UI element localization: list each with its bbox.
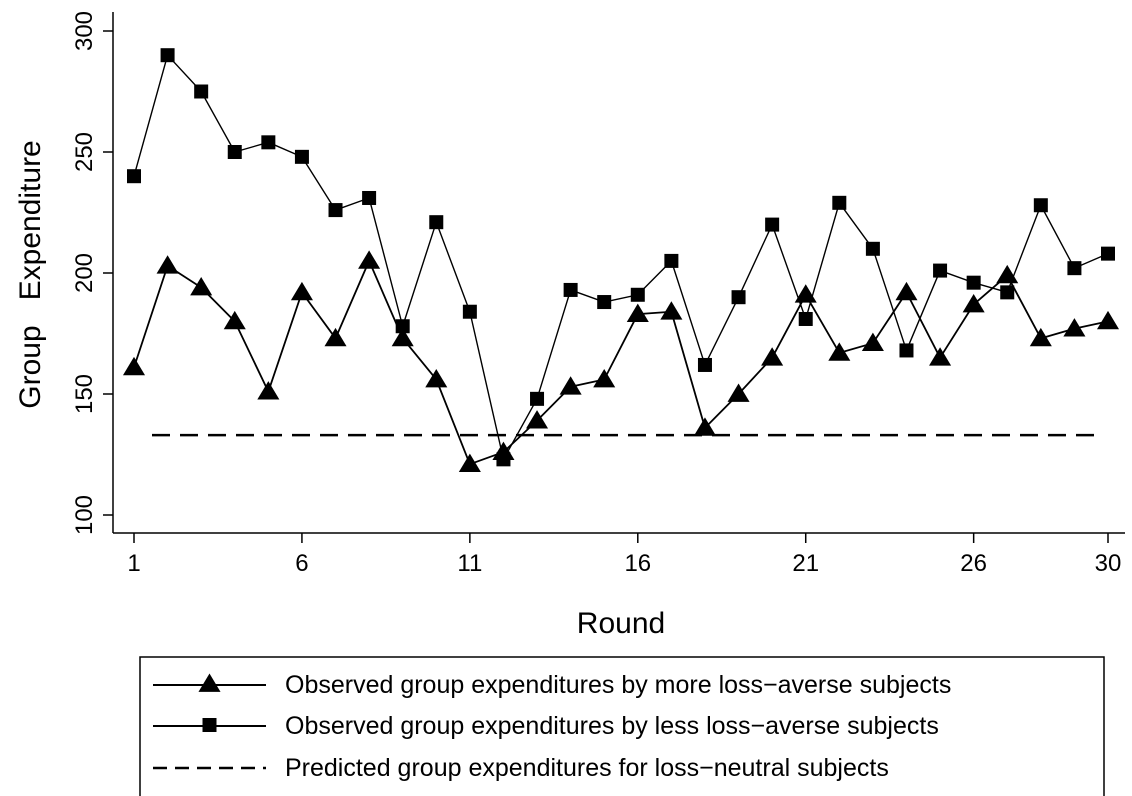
data-triangle-point: [458, 453, 481, 473]
data-square-point: [429, 215, 444, 230]
data-triangle-point: [425, 368, 448, 388]
data-square-point: [966, 275, 981, 290]
data-square-point: [395, 319, 410, 334]
data-square-point: [160, 48, 175, 63]
data-triangle-point: [660, 301, 683, 320]
data-triangle-point: [122, 356, 146, 376]
data-triangle-point: [190, 277, 213, 296]
x-tick-label: 11: [457, 550, 482, 577]
data-square-point: [933, 263, 948, 278]
data-square-point: [496, 452, 511, 467]
data-triangle-point: [929, 347, 952, 366]
data-triangle-point: [727, 383, 750, 402]
data-square-point: [194, 84, 209, 99]
y-tick-label: 200: [71, 253, 98, 293]
data-triangle-point: [223, 310, 246, 330]
legend-box: [139, 656, 1105, 796]
data-square-point: [1000, 285, 1015, 300]
data-square-point: [1067, 261, 1082, 276]
data-square-point: [765, 217, 780, 232]
data-square-point: [530, 391, 545, 406]
data-triangle-point: [559, 376, 582, 395]
data-square-point: [798, 311, 813, 326]
x-tick-label: 1: [127, 550, 140, 577]
data-triangle-point: [828, 342, 851, 361]
data-square-point: [832, 195, 847, 210]
x-tick-label: 21: [792, 550, 819, 577]
data-triangle-point: [324, 327, 347, 347]
legend-triangle-point: [198, 673, 221, 692]
plot-marks: [122, 48, 1120, 473]
data-square-point: [328, 203, 343, 218]
data-triangle-point: [526, 410, 549, 429]
series-line: [133, 54, 1109, 461]
x-tick-label: 30: [1095, 550, 1122, 577]
series-2: [127, 48, 1115, 467]
data-triangle-point: [1029, 327, 1052, 347]
x-tick-label: 16: [624, 550, 651, 577]
series-line: [133, 259, 1109, 466]
data-square-point: [597, 295, 612, 310]
data-triangle-point: [1096, 310, 1120, 330]
data-square-point: [227, 145, 242, 159]
data-triangle-point: [895, 281, 918, 301]
data-square-point: [294, 149, 309, 164]
data-triangle-point: [593, 368, 616, 388]
data-triangle-point: [391, 327, 414, 347]
data-triangle-point: [156, 255, 179, 274]
data-triangle-point: [358, 250, 381, 269]
legend-label: Predicted group expenditures for loss−ne…: [285, 754, 889, 782]
data-triangle-point: [861, 332, 884, 352]
data-square-point: [462, 304, 477, 319]
data-square-point: [261, 135, 276, 150]
data-triangle-point: [962, 293, 985, 313]
legend-label: Observed group expenditures by less loss…: [285, 712, 939, 740]
data-square-point: [664, 253, 679, 268]
data-square-point: [865, 241, 880, 256]
data-triangle-point: [290, 281, 313, 301]
y-tick-label: 150: [71, 374, 98, 414]
data-square-point: [1033, 198, 1048, 213]
x-tick-label: 6: [295, 550, 308, 577]
legend-square-point: [202, 718, 217, 732]
data-square-point: [1101, 246, 1115, 261]
data-square-point: [697, 357, 712, 372]
y-axis-title: Group Expenditure: [14, 140, 47, 409]
x-axis-title: Round: [577, 607, 665, 640]
data-square-point: [127, 169, 141, 184]
y-tick-label: 300: [71, 11, 98, 51]
y-tick-label: 100: [71, 495, 98, 535]
data-square-point: [563, 282, 578, 297]
data-triangle-point: [761, 347, 784, 366]
data-square-point: [899, 343, 914, 358]
legend: Observed group expenditures by more loss…: [139, 656, 1105, 796]
data-triangle-point: [693, 417, 716, 436]
series-1: [122, 250, 1120, 473]
x-tick-label: 26: [960, 550, 987, 577]
y-tick-label: 250: [71, 132, 98, 172]
data-triangle-point: [257, 381, 280, 400]
legend-label: Observed group expenditures by more loss…: [285, 671, 951, 699]
data-square-point: [362, 190, 377, 205]
data-triangle-point: [626, 303, 649, 323]
data-triangle-point: [1063, 318, 1086, 337]
data-square-point: [731, 290, 746, 305]
data-square-point: [630, 287, 645, 302]
